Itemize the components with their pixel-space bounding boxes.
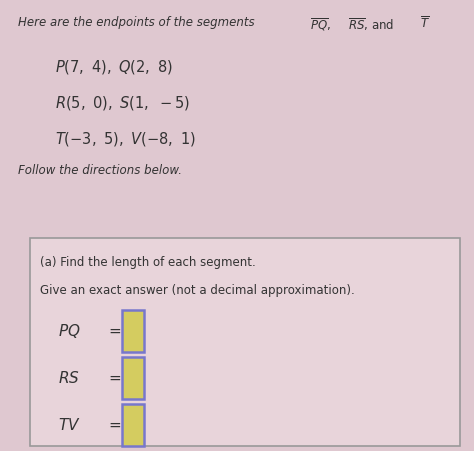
Bar — [122, 310, 144, 352]
Text: $\mathit{TV}$: $\mathit{TV}$ — [58, 417, 81, 433]
Text: =: = — [108, 371, 121, 386]
Text: $\mathit{PQ}$: $\mathit{PQ}$ — [58, 322, 81, 340]
Bar — [30, 238, 460, 446]
Text: $\overline{PQ}$,: $\overline{PQ}$, — [310, 16, 331, 32]
Text: $\mathit{RS}$: $\mathit{RS}$ — [58, 370, 80, 386]
Bar — [122, 404, 144, 446]
Text: =: = — [108, 418, 121, 433]
Text: (a) Find the length of each segment.: (a) Find the length of each segment. — [40, 256, 256, 269]
Text: $P(7,\ 4),\ Q(2,\ 8)$: $P(7,\ 4),\ Q(2,\ 8)$ — [55, 58, 173, 76]
Text: $R(5,\ 0),\ S(1,\ -5)$: $R(5,\ 0),\ S(1,\ -5)$ — [55, 94, 190, 112]
Text: =: = — [108, 323, 121, 339]
Text: $T(-3,\ 5),\ V(-8,\ 1)$: $T(-3,\ 5),\ V(-8,\ 1)$ — [55, 130, 196, 148]
Text: Here are the endpoints of the segments: Here are the endpoints of the segments — [18, 16, 258, 29]
Text: $\overline{T}$: $\overline{T}$ — [420, 16, 430, 32]
Text: $\overline{RS}$, and: $\overline{RS}$, and — [348, 16, 394, 33]
Bar — [122, 357, 144, 399]
Text: Follow the directions below.: Follow the directions below. — [18, 164, 182, 177]
Text: Give an exact answer (not a decimal approximation).: Give an exact answer (not a decimal appr… — [40, 284, 355, 297]
